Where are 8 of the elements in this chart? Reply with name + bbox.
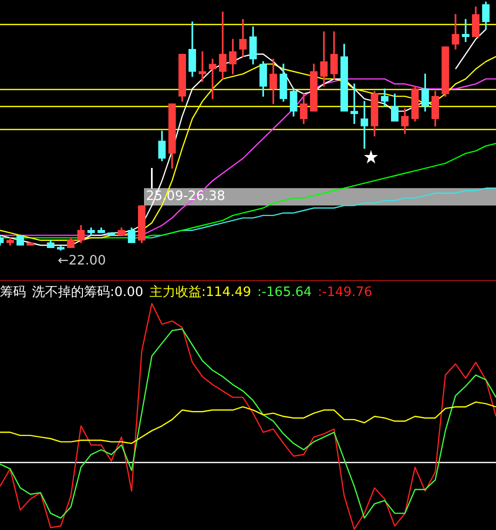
text: 主力收益:114.49 bbox=[149, 285, 252, 300]
candlestick bbox=[198, 51, 206, 82]
text: :-149.76 bbox=[318, 285, 372, 300]
text: ←22.00 bbox=[58, 254, 106, 269]
text: :-165.64 bbox=[257, 285, 312, 300]
ref-line-label: 洗不掉的筹码:0.00 bbox=[32, 285, 144, 300]
chart-title: 筹码 bbox=[0, 285, 26, 300]
candlestick bbox=[208, 58, 216, 100]
